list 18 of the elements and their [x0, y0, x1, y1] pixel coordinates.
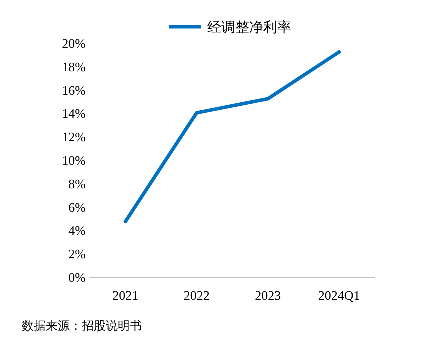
y-tick-label: 18% [62, 59, 86, 74]
x-tick-label: 2024Q1 [318, 288, 360, 303]
line-series [124, 50, 342, 224]
y-tick-label: 8% [68, 176, 86, 192]
y-tick-label: 6% [68, 200, 86, 215]
y-tick-label: 16% [62, 82, 86, 98]
y-tick-label: 4% [68, 223, 86, 238]
source-note: 数据来源：招股说明书 [22, 319, 142, 333]
y-tick-label: 12% [62, 130, 86, 145]
y-tick-label: 20% [62, 36, 86, 51]
legend-label: 经调整净利率 [208, 20, 292, 36]
x-tick-label: 2022 [184, 288, 210, 303]
y-tick-label: 14% [62, 106, 86, 122]
x-tick-label: 2021 [112, 288, 139, 303]
y-tick-label: 2% [68, 246, 86, 262]
x-tick-label: 2023 [255, 288, 282, 303]
y-tick-label: 10% [62, 153, 86, 168]
y-tick-label: 0% [68, 270, 86, 285]
